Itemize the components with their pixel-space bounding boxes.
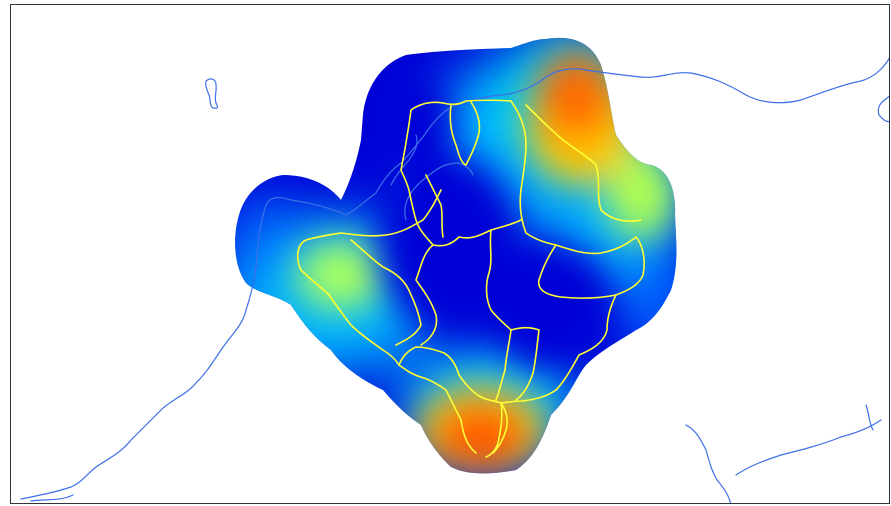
- district-boundary: [555, 236, 645, 296]
- district-boundaries: [296, 99, 645, 458]
- river-far-west: [30, 494, 74, 502]
- river-upper: [375, 57, 889, 194]
- district-boundary: [495, 329, 512, 401]
- district-boundary: [400, 169, 434, 246]
- river-network: [20, 57, 889, 503]
- map-frame: [10, 4, 890, 504]
- lake: [205, 78, 219, 109]
- district-boundary: [415, 229, 492, 346]
- district-boundary: [525, 104, 642, 222]
- district-boundary: [537, 244, 617, 299]
- district-boundary: [485, 219, 522, 331]
- district-boundary: [398, 364, 477, 454]
- district-boundary: [555, 294, 617, 391]
- district-boundary: [510, 326, 540, 401]
- river-branch-2: [390, 134, 418, 186]
- district-boundary: [400, 99, 512, 171]
- river-east-2: [735, 419, 882, 476]
- river-east-3: [877, 95, 889, 123]
- district-boundary: [500, 389, 557, 404]
- river-west: [20, 192, 377, 500]
- district-boundary: [398, 346, 460, 376]
- district-boundary: [340, 189, 442, 237]
- heatmap-map[interactable]: [11, 5, 890, 504]
- district-boundary: [350, 239, 422, 346]
- river-branch: [404, 162, 474, 221]
- river-south-east: [865, 404, 874, 431]
- river-east-1: [685, 424, 732, 503]
- district-boundary: [492, 402, 508, 454]
- district-boundary: [510, 100, 557, 246]
- heatmap-surface: [235, 37, 677, 474]
- district-boundary: [296, 232, 400, 366]
- district-boundary: [449, 101, 481, 166]
- district-boundary: [425, 174, 444, 238]
